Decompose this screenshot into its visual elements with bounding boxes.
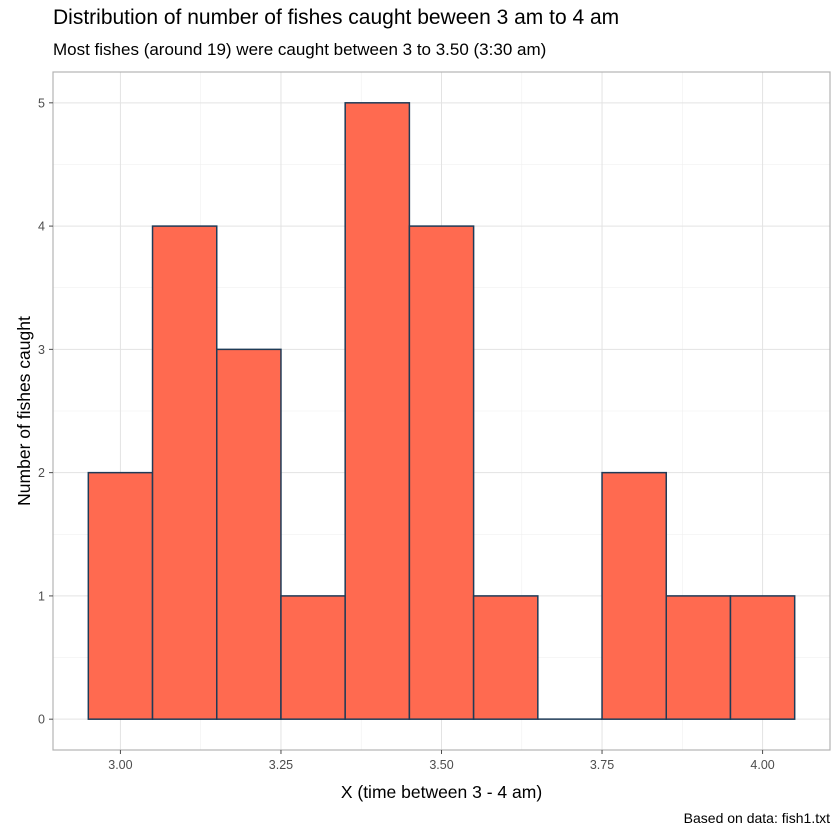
histogram-bar bbox=[601, 471, 668, 720]
histogram-bar bbox=[472, 595, 539, 720]
x-tick-label: 3.50 bbox=[429, 758, 453, 772]
y-tick-label: 4 bbox=[38, 220, 45, 234]
histogram-bars bbox=[87, 102, 796, 720]
x-tick-label: 4.00 bbox=[750, 758, 774, 772]
histogram-bar bbox=[280, 595, 346, 720]
y-tick-label: 0 bbox=[38, 713, 45, 727]
y-tick-label: 3 bbox=[38, 343, 45, 357]
histogram-bar bbox=[344, 102, 411, 720]
y-tick-label: 5 bbox=[38, 96, 45, 110]
histogram-bar bbox=[665, 595, 732, 720]
y-tick-label: 2 bbox=[38, 466, 45, 480]
axis-ticks: 3.00 3.25 3.50 3.75 4.00 0 1 2 3 4 5 bbox=[38, 96, 775, 772]
chart-title: Distribution of number of fishes caught … bbox=[53, 6, 620, 29]
x-tick-label: 3.25 bbox=[269, 758, 293, 772]
histogram-bar bbox=[408, 225, 475, 720]
histogram-bar bbox=[215, 348, 282, 720]
x-axis-title: X (time between 3 - 4 am) bbox=[341, 782, 542, 802]
histogram-bar bbox=[151, 225, 218, 720]
chart-subtitle: Most fishes (around 19) were caught betw… bbox=[53, 40, 547, 59]
y-tick-label: 1 bbox=[38, 589, 45, 603]
x-tick-label: 3.00 bbox=[108, 758, 132, 772]
y-axis-title: Number of fishes caught bbox=[14, 316, 34, 506]
histogram-bar bbox=[87, 471, 154, 720]
chart-caption: Based on data: fish1.txt bbox=[683, 810, 830, 826]
x-tick-label: 3.75 bbox=[590, 758, 614, 772]
histogram-bar bbox=[729, 595, 796, 720]
